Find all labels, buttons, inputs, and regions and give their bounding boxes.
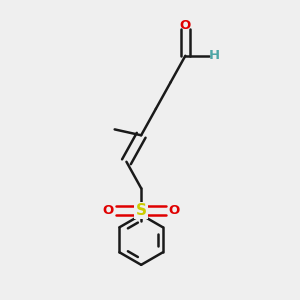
Text: O: O xyxy=(180,19,191,32)
Text: S: S xyxy=(136,203,147,218)
Text: H: H xyxy=(209,49,220,62)
Text: O: O xyxy=(168,204,179,217)
Text: O: O xyxy=(103,204,114,217)
